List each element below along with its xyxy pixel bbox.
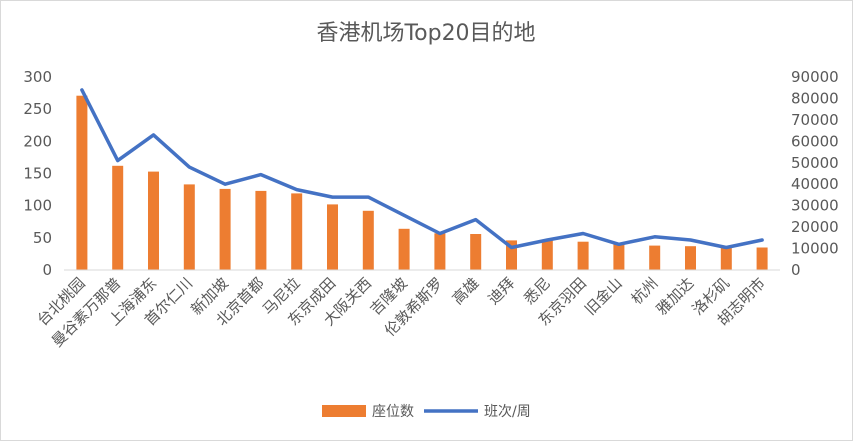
bar [255,190,267,270]
x-tick-label: 高雄 [449,274,483,308]
bar [112,165,124,270]
line-series [80,88,764,250]
y-right-tick-label: 90000 [791,68,839,86]
bar [76,95,88,270]
y-right-tick-label: 50000 [791,154,839,172]
x-tick-label: 迪拜 [484,274,518,308]
bar [434,233,446,270]
x-tick-label: 雅加达 [653,274,698,319]
bar [756,247,768,270]
bar [541,240,553,270]
y-right-tick-label: 70000 [791,111,839,129]
bar [327,204,338,270]
y-right-tick-label: 40000 [791,175,839,193]
y-right-tick-label: 60000 [791,132,839,150]
y-left-tick-label: 150 [23,165,52,183]
y-left-tick-label: 0 [42,261,52,279]
y-right-tick-label: 0 [791,261,801,279]
legend-label-bar: 座位数 [372,404,414,420]
legend: 座位数 班次/周 [322,404,531,420]
y-right-tick-label: 10000 [791,240,839,258]
bar [291,193,303,270]
bar [720,246,732,270]
bar [219,188,231,270]
bar [613,244,625,270]
plot-area: 0 50 100 150 200 250 300 0 10000 20000 30000 40000 5… [23,68,838,350]
y-left-tick-label: 100 [23,197,52,215]
chart-title: 香港机场Top20目的地 [316,21,535,46]
legend-swatch-bar [322,405,366,417]
bar [649,245,661,270]
y-right-tick-label: 30000 [791,197,839,215]
bar [577,241,589,270]
bar [685,246,696,270]
bar [148,171,159,270]
y-left-tick-label: 200 [23,132,52,150]
y-right-tick-label: 20000 [791,218,839,236]
y-left-tick-label: 250 [23,100,52,118]
bar [470,234,482,270]
legend-label-line: 班次/周 [484,404,531,420]
y-left-tick-label: 50 [33,229,52,247]
bar [398,228,410,270]
x-tick-label: 旧金山 [581,274,626,319]
y-left-tick-label: 300 [23,68,52,86]
y-right-tick-label: 80000 [791,89,839,107]
bar [183,184,195,270]
bar [362,210,374,270]
bar [506,240,517,270]
